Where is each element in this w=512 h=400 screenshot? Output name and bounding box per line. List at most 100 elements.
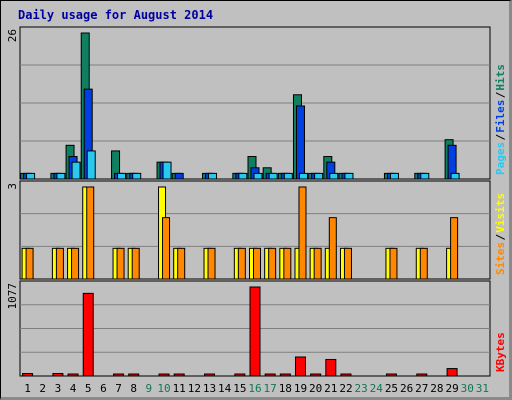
- bar-sites-day-8: [131, 247, 140, 280]
- bar-sites-day-3: [55, 247, 64, 280]
- legend-files: Files: [494, 100, 507, 133]
- bar-pages-day-18: [283, 172, 293, 180]
- x-tick-label: 10: [157, 382, 170, 395]
- bar-sites-day-21: [328, 217, 337, 280]
- x-tick-label: 28: [430, 382, 443, 395]
- legend-kbytes: KBytes: [494, 332, 507, 372]
- bar-sites-day-10: [162, 217, 171, 280]
- bar-pages-day-17: [268, 172, 278, 180]
- bar-sites-day-17: [268, 247, 277, 280]
- bar-kbytes-day-8: [128, 373, 140, 377]
- bar-pages-day-22: [344, 172, 354, 180]
- bar-kbytes-day-29: [446, 368, 458, 377]
- x-tick-label: 2: [39, 382, 46, 395]
- bar-kbytes-day-18: [279, 373, 291, 377]
- bar-kbytes-day-20: [310, 373, 322, 377]
- series-kbytes: [22, 286, 458, 377]
- y-max-label: 3: [6, 183, 19, 190]
- bar-sites-day-13: [207, 247, 216, 280]
- x-tick-label: 21: [324, 382, 337, 395]
- x-tick-label: 26: [400, 382, 413, 395]
- bar-sites-day-1: [25, 247, 34, 280]
- bar-sites-day-27: [419, 247, 428, 280]
- x-tick-label: 31: [476, 382, 489, 395]
- bar-kbytes-day-1: [22, 373, 34, 377]
- bar-sites-day-19: [298, 186, 307, 280]
- bar-pages-day-3: [56, 172, 66, 180]
- bar-kbytes-day-21: [325, 358, 337, 377]
- legend-separator: /: [494, 234, 507, 241]
- x-tick-label: 1: [24, 382, 31, 395]
- bar-pages-day-20: [314, 172, 324, 180]
- series-pages: [26, 150, 460, 180]
- bar-files-day-11: [174, 172, 184, 180]
- x-tick-label: 22: [339, 382, 352, 395]
- bar-sites-day-5: [86, 186, 95, 280]
- bar-sites-day-22: [343, 247, 352, 280]
- x-tick-label: 3: [55, 382, 62, 395]
- x-tick-label: 25: [385, 382, 398, 395]
- bar-sites-day-16: [253, 247, 261, 280]
- bar-kbytes-day-17: [264, 373, 276, 377]
- x-tick-label: 4: [70, 382, 77, 395]
- bar-kbytes-day-15: [234, 373, 246, 377]
- x-tick-label: 6: [100, 382, 107, 395]
- x-tick-label: 19: [294, 382, 307, 395]
- bar-sites-day-7: [116, 247, 125, 280]
- bar-pages-day-19: [298, 172, 308, 180]
- legend-pages: Pages: [494, 142, 507, 175]
- legend-hits-files-pages: Pages/Files/Hits: [494, 64, 507, 175]
- panel-kbytes: 1077 KBytes: [6, 280, 507, 377]
- series-sites: [25, 186, 459, 280]
- bar-kbytes-day-13: [204, 373, 216, 377]
- chart-title: Daily usage for August 2014: [18, 8, 213, 22]
- bar-kbytes-day-25: [385, 373, 397, 377]
- legend-kbytes: KBytes: [494, 332, 507, 372]
- y-max-label: 26: [6, 29, 19, 42]
- x-tick-label: 8: [130, 382, 137, 395]
- bar-pages-day-1: [26, 172, 36, 180]
- legend-separator: /: [494, 134, 507, 141]
- bar-pages-day-21: [329, 172, 339, 180]
- bar-sites-day-15: [237, 247, 246, 280]
- bar-pages-day-27: [420, 172, 430, 180]
- bar-pages-day-25: [389, 172, 399, 180]
- bar-pages-day-7: [117, 172, 127, 180]
- x-tick-label: 15: [233, 382, 246, 395]
- bar-kbytes-day-27: [416, 373, 428, 377]
- bar-kbytes-day-3: [52, 373, 64, 377]
- bar-kbytes-day-7: [113, 373, 125, 377]
- bar-kbytes-day-5: [82, 292, 94, 377]
- bar-sites-day-29: [450, 217, 459, 280]
- x-tick-label: 16: [248, 382, 261, 395]
- y-max-label: 1077: [6, 283, 19, 310]
- x-tick-label: 7: [115, 382, 122, 395]
- bar-sites-day-11: [177, 247, 186, 280]
- x-tick-label: 23: [355, 382, 368, 395]
- bar-sites-day-20: [313, 247, 322, 280]
- bar-kbytes-day-4: [67, 373, 79, 377]
- bar-files-day-19: [295, 105, 305, 180]
- bar-pages-day-5: [86, 150, 96, 180]
- panel-visits-sites: 3 Sites/Visits: [6, 180, 507, 280]
- legend-visits-sites: Sites/Visits: [494, 193, 507, 275]
- bar-sites-day-25: [389, 247, 398, 280]
- bar-pages-day-8: [132, 172, 142, 180]
- x-tick-label: 12: [188, 382, 201, 395]
- x-tick-label: 27: [415, 382, 428, 395]
- x-tick-label: 29: [445, 382, 458, 395]
- bar-kbytes-day-11: [173, 373, 185, 377]
- bar-sites-day-4: [71, 247, 80, 280]
- x-tick-label: 9: [146, 382, 153, 395]
- x-tick-label: 18: [279, 382, 292, 395]
- legend-hits: Hits: [494, 64, 507, 91]
- x-tick-label: 11: [173, 382, 186, 395]
- bar-pages-day-15: [238, 172, 248, 180]
- bar-kbytes-day-22: [340, 373, 352, 377]
- legend-sites: Sites: [494, 242, 507, 275]
- bar-pages-day-29: [450, 172, 460, 180]
- bar-kbytes-day-19: [294, 356, 306, 377]
- bar-pages-day-10: [162, 161, 172, 180]
